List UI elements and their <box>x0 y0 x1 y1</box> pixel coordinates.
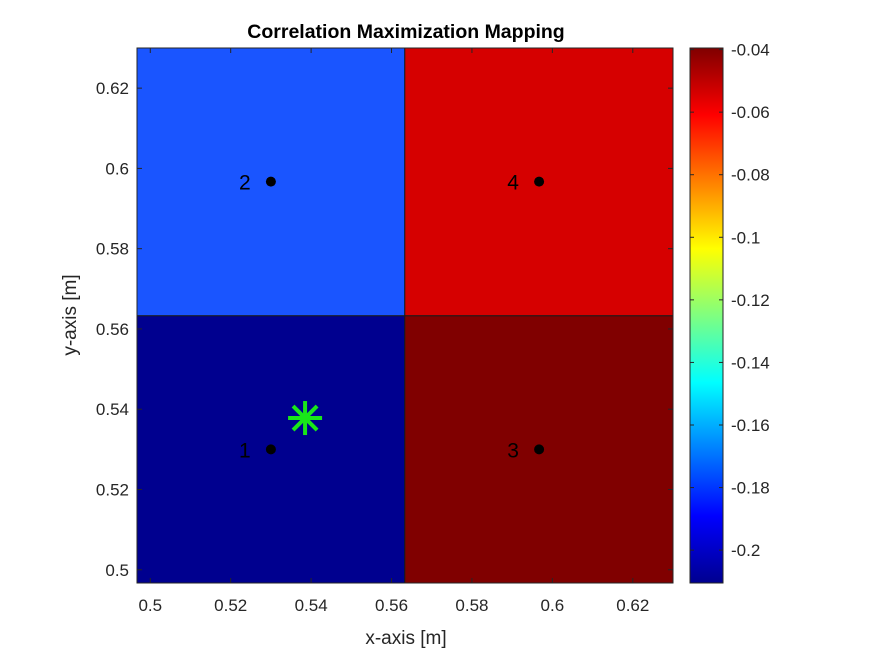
sensor-label-3: 3 <box>507 439 519 462</box>
colorbar-ticks: -0.04 -0.06 -0.08 -0.1 -0.12 -0.14 -0.16 -0.18 -… <box>690 41 770 560</box>
x-tick-label: 0.52 <box>214 596 247 615</box>
colorbar-tick-label: -0.04 <box>731 41 770 60</box>
estimate-marker <box>288 401 323 436</box>
y-tick-label: 0.5 <box>105 561 129 580</box>
y-tick-label: 0.56 <box>96 320 129 339</box>
y-tick-label: 0.54 <box>96 400 129 419</box>
estimate-marker-stroke <box>291 404 319 432</box>
y-tick-label: 0.62 <box>96 79 129 98</box>
sensor-point-1 <box>265 444 276 455</box>
colorbar-tick-label: -0.06 <box>731 103 770 122</box>
y-tick-label: 0.6 <box>105 159 129 178</box>
y-axis-label: y-axis [m] <box>60 274 81 355</box>
x-axis-label: x-axis [m] <box>365 628 446 649</box>
colorbar-tick-label: -0.08 <box>731 166 770 185</box>
x-tick-label: 0.58 <box>455 596 488 615</box>
x-tick-label: 0.54 <box>295 596 328 615</box>
sensor-label-2: 2 <box>239 172 251 195</box>
colorbar-tick-label: -0.1 <box>731 228 760 247</box>
x-tick-label: 0.5 <box>138 596 162 615</box>
colorbar-tick-label: -0.14 <box>731 353 770 372</box>
heatmap-cells <box>136 47 674 584</box>
x-tick-label: 0.62 <box>616 596 649 615</box>
x-tick-label: 0.56 <box>375 596 408 615</box>
y-tick-label: 0.52 <box>96 480 129 499</box>
sensor-point-3 <box>534 444 545 455</box>
sensor-point-2 <box>265 176 276 187</box>
sensor-point-4 <box>534 176 545 187</box>
colorbar-tick-label: -0.18 <box>731 479 770 498</box>
colorbar-tick-label: -0.16 <box>731 416 770 435</box>
colorbar-tick-label: -0.12 <box>731 291 770 310</box>
sensor-points: 1 2 3 4 <box>239 172 545 462</box>
chart-title: Correlation Maximization Mapping <box>247 21 564 43</box>
colorbar <box>689 47 724 584</box>
y-axis-ticks: 0.5 0.52 0.54 0.56 0.58 0.6 0.62 <box>96 79 673 580</box>
sensor-label-1: 1 <box>239 439 251 462</box>
x-axis-ticks: 0.5 0.52 0.54 0.56 0.58 0.6 0.62 <box>138 48 649 615</box>
colorbar-tick-label: -0.2 <box>731 541 760 560</box>
y-tick-label: 0.58 <box>96 240 129 259</box>
axes-box <box>136 47 674 584</box>
x-tick-label: 0.6 <box>541 596 565 615</box>
sensor-label-4: 4 <box>507 172 519 195</box>
